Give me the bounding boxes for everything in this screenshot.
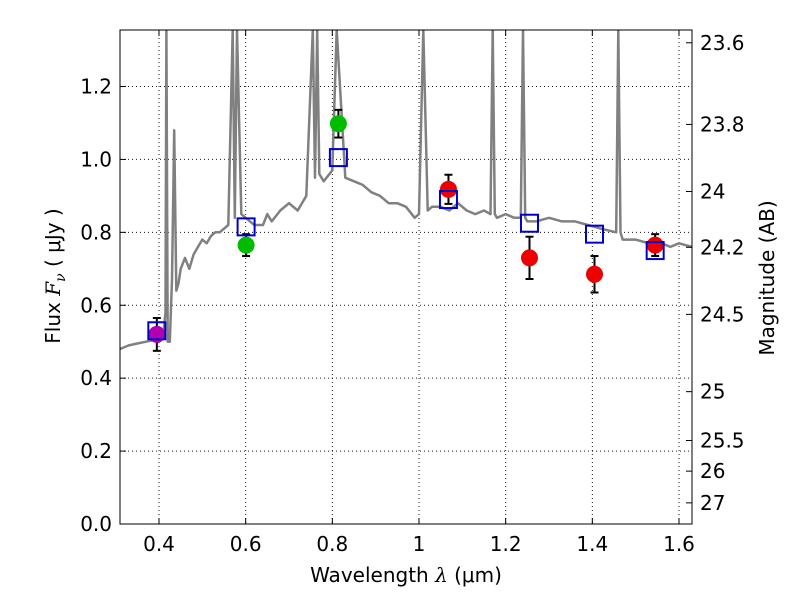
model-point — [645, 241, 665, 261]
mag-tick-label: 26 — [700, 459, 725, 483]
observed-point — [439, 180, 457, 198]
x-tick-label: 0.6 — [230, 532, 262, 556]
spectrum-layer — [120, 30, 692, 351]
x-tick-label: 1.4 — [576, 532, 608, 556]
y-axis-title: Flux Fν ( μJy ) — [41, 208, 69, 343]
observed-point — [521, 249, 538, 267]
mag-tick-label: 25.5 — [700, 429, 745, 453]
tick-marks — [120, 30, 692, 525]
photometry-markers — [147, 108, 665, 352]
right-axis-title: Magnitude (AB) — [755, 200, 779, 355]
model-point — [520, 213, 539, 233]
spectrum-line — [120, 30, 692, 351]
y-tick-label: 0.4 — [80, 366, 112, 390]
model-point — [147, 321, 167, 341]
tick-labels: 0.4 0.6 0.8 1 1.2 1.4 1.6 0.0 0.2 0.4 0.6 0.8 1.0 1.2… — [80, 31, 744, 556]
x-tick-label: 1.6 — [663, 532, 695, 556]
observed-point — [646, 236, 664, 254]
y-tick-label: 1.2 — [80, 75, 112, 99]
model-point — [438, 190, 458, 210]
mag-tick-label: 23.6 — [700, 31, 745, 55]
grid-lines — [120, 30, 692, 524]
y-tick-label: 0.6 — [80, 293, 112, 317]
y-tick-label: 0.8 — [80, 220, 112, 244]
observed-point — [237, 236, 255, 254]
model-point — [585, 224, 604, 244]
mag-tick-label: 24 — [700, 180, 725, 204]
y-tick-label: 1.0 — [80, 147, 112, 171]
y-tick-label: 0.2 — [80, 439, 112, 463]
plot-frame — [119, 29, 693, 525]
observed-point — [586, 265, 603, 283]
mag-tick-label: 27 — [700, 491, 725, 515]
observed-point — [329, 115, 347, 133]
y-tick-label: 0.0 — [80, 512, 112, 536]
x-axis-title: Wavelength λ (μm) — [310, 563, 502, 587]
mag-tick-label: 24.2 — [700, 235, 745, 259]
mag-tick-label: 25 — [700, 380, 725, 404]
mag-tick-label: 24.5 — [700, 302, 745, 326]
x-tick-label: 0.8 — [316, 532, 348, 556]
model-point — [236, 217, 256, 237]
x-tick-label: 0.4 — [143, 532, 175, 556]
x-tick-label: 1 — [413, 532, 426, 556]
mag-tick-label: 23.8 — [700, 112, 745, 136]
x-tick-label: 1.2 — [490, 532, 522, 556]
model-point — [328, 148, 348, 168]
